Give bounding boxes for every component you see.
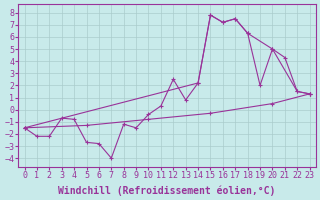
X-axis label: Windchill (Refroidissement éolien,°C): Windchill (Refroidissement éolien,°C) bbox=[58, 185, 276, 196]
